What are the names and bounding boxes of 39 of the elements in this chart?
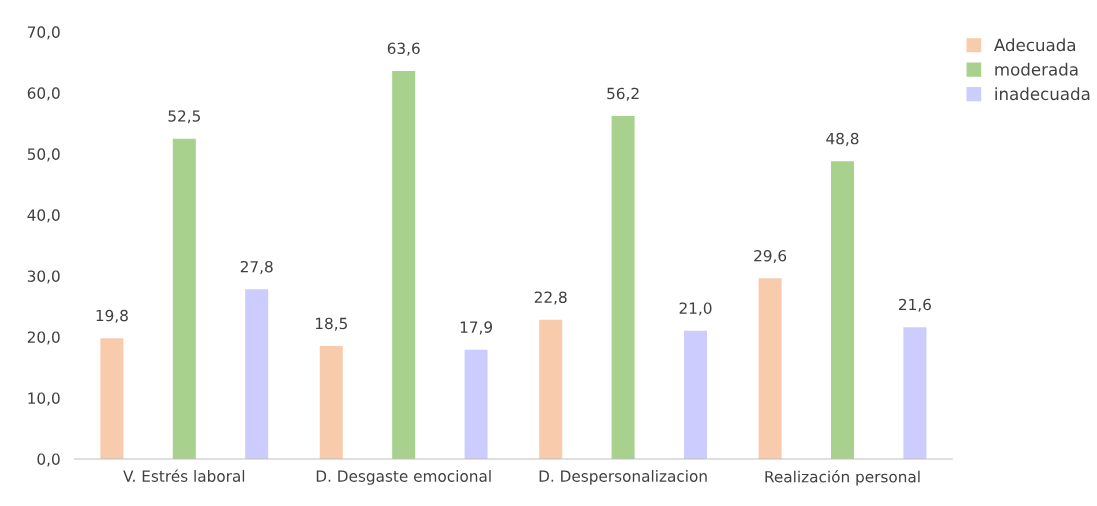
y-tick-label: 50,0: [27, 148, 60, 162]
y-tick-label: 70,0: [27, 26, 60, 40]
data-label: 21,0: [679, 302, 712, 316]
legend-label: inadecuada: [995, 87, 1090, 101]
data-label: 27,8: [240, 260, 273, 275]
x-tick-label: V. Estrés laboral: [123, 469, 245, 482]
data-label: 63,6: [387, 42, 420, 56]
y-tick-label: 30,0: [27, 270, 60, 284]
x-tick-label: D. Despersonalizacion: [539, 470, 707, 485]
bar: [100, 338, 124, 459]
bar: [539, 319, 563, 459]
data-label: 48,8: [826, 132, 859, 146]
y-tick-label: 10,0: [28, 392, 60, 406]
data-label: 17,9: [460, 321, 493, 335]
bar: [172, 138, 196, 459]
x-tick-label: Realización personal: [765, 470, 920, 486]
data-label: 52,5: [168, 110, 200, 124]
y-tick-label: 40,0: [27, 209, 60, 223]
bar: [758, 278, 782, 459]
data-label: 18,5: [315, 317, 347, 331]
legend-label: Adecuada: [993, 38, 1076, 52]
data-label: 19,8: [96, 309, 128, 323]
bar: [830, 161, 855, 459]
x-tick-label: D. Desgaste emocional: [316, 470, 491, 485]
data-label: 21,6: [899, 298, 931, 312]
data-label: 29,6: [754, 249, 787, 264]
bar: [683, 330, 708, 459]
y-tick-label: 0,0: [37, 453, 60, 467]
y-tick-label: 60,0: [27, 87, 60, 101]
bar: [392, 70, 416, 459]
bar: [319, 346, 343, 459]
data-label: 22,8: [534, 291, 567, 305]
bar: [611, 116, 635, 459]
bar: [245, 289, 269, 459]
y-tick-label: 20,0: [27, 331, 60, 345]
legend-label: moderada: [995, 62, 1078, 76]
bar: [464, 349, 488, 459]
bar: [903, 327, 927, 459]
data-label: 56,2: [607, 87, 639, 101]
